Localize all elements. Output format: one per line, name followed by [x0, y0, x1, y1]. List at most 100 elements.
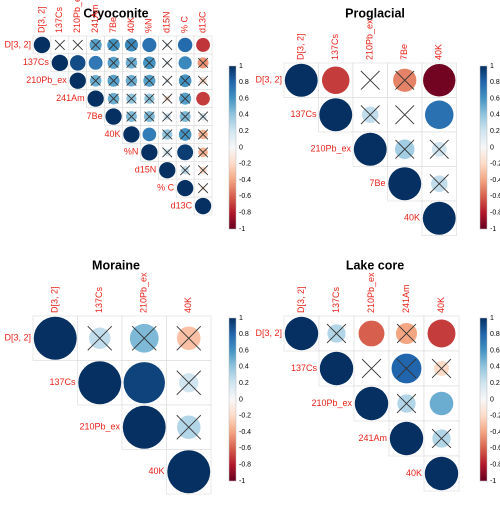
- colorbar-tick-label: 1: [490, 63, 494, 70]
- colorbar-tick-label: 1: [239, 315, 243, 322]
- correlation-circle: [178, 56, 192, 70]
- row-label: D[3, 2]: [4, 39, 31, 49]
- column-label: 241Am: [401, 284, 411, 313]
- correlation-circle: [141, 144, 158, 161]
- correlation-circle: [284, 316, 319, 351]
- colorbar-tick-label: 0.6: [239, 95, 249, 102]
- row-label: 40K: [104, 129, 120, 139]
- panel-title: Moraine: [92, 258, 140, 272]
- colorbar-tick-label: -0.8: [490, 210, 500, 217]
- column-label: 210Pb_ex: [366, 272, 376, 313]
- correlation-circle: [51, 54, 68, 71]
- row-label: 210Pb_ex: [79, 422, 120, 432]
- insignificant-cross-icon: [108, 93, 119, 104]
- insignificant-cross-icon: [176, 414, 202, 440]
- insignificant-cross-icon: [429, 139, 449, 159]
- row-label: 210Pb_ex: [310, 144, 351, 154]
- colorbar-tick-label: -0.6: [239, 445, 251, 452]
- insignificant-cross-icon: [162, 147, 173, 158]
- correlation-circle: [424, 456, 459, 491]
- insignificant-cross-icon: [396, 358, 417, 379]
- correlation-circle: [423, 64, 456, 97]
- insignificant-cross-icon: [197, 57, 209, 69]
- insignificant-cross-icon: [162, 57, 173, 69]
- insignificant-cross-icon: [361, 358, 382, 379]
- row-label: D[3, 2]: [255, 75, 282, 85]
- column-label: 40K: [434, 44, 444, 60]
- colorbar: [479, 317, 488, 482]
- colorbar-tick-label: 0.2: [239, 128, 249, 135]
- colorbar-tick-label: 0.2: [490, 128, 500, 135]
- correlation-circle: [388, 167, 422, 201]
- correlation-circle: [33, 36, 51, 54]
- insignificant-cross-icon: [197, 165, 209, 176]
- correlation-circle: [321, 66, 350, 95]
- row-label: D[3, 2]: [255, 328, 282, 338]
- colorbar-tick-label: -0.2: [239, 161, 251, 168]
- insignificant-cross-icon: [179, 111, 191, 122]
- correlation-circle: [167, 450, 211, 494]
- column-label: D[3, 2]: [296, 286, 306, 313]
- column-label: D[3, 2]: [296, 33, 306, 60]
- correlation-circle: [142, 37, 157, 53]
- insignificant-cross-icon: [197, 147, 209, 158]
- insignificant-cross-icon: [126, 111, 137, 122]
- correlation-circle: [177, 144, 194, 161]
- insignificant-cross-icon: [197, 182, 209, 194]
- row-label: 241Am: [358, 433, 387, 443]
- row-label: d13C: [171, 200, 193, 210]
- colorbar-tick-label: -1: [239, 478, 245, 485]
- colorbar-tick-label: -0.4: [490, 177, 500, 184]
- colorbar-tick-label: 0.8: [490, 79, 500, 86]
- insignificant-cross-icon: [126, 93, 137, 104]
- row-label: 137Cs: [290, 109, 317, 119]
- row-label: D[3, 2]: [4, 333, 31, 343]
- colorbar-tick-label: 0: [239, 144, 243, 151]
- colorbar-tick-label: -0.8: [239, 462, 251, 469]
- insignificant-cross-icon: [395, 105, 415, 125]
- insignificant-cross-icon: [72, 39, 83, 51]
- column-label: d15N: [162, 11, 172, 33]
- row-label: 7Be: [369, 178, 385, 188]
- colorbar: [228, 317, 237, 482]
- colorbar: [479, 65, 488, 230]
- column-label: 137Cs: [330, 33, 340, 60]
- colorbar-tick-label: 0.4: [490, 364, 500, 371]
- correlation-circle: [88, 55, 103, 70]
- colorbar-tick-label: -0.8: [239, 210, 251, 217]
- insignificant-cross-icon: [429, 174, 449, 194]
- column-label: 210Pb_ex: [139, 272, 149, 313]
- colorbar-tick-label: 0.6: [239, 347, 249, 354]
- panel-title: Cryoconite: [83, 6, 148, 20]
- row-label: 40K: [406, 468, 422, 478]
- correlation-circle: [319, 98, 353, 132]
- colorbar-tick-label: 0.4: [239, 364, 249, 371]
- column-label: D[3, 2]: [36, 6, 46, 33]
- insignificant-cross-icon: [396, 323, 417, 344]
- column-label: 40K: [436, 297, 446, 313]
- insignificant-cross-icon: [179, 165, 191, 176]
- correlation-circle: [194, 197, 212, 215]
- correlation-circle: [429, 391, 454, 416]
- correlation-circle: [78, 361, 122, 405]
- column-label: 40K: [183, 297, 193, 313]
- colorbar-tick-label: 0.4: [239, 112, 249, 119]
- column-label: 137Cs: [54, 6, 64, 33]
- correlation-circle: [123, 362, 165, 404]
- column-label: 137Cs: [331, 286, 341, 313]
- correlation-circle: [389, 421, 424, 456]
- insignificant-cross-icon: [131, 325, 157, 351]
- row-label: 40K: [404, 213, 420, 223]
- colorbar-tick-label: 0.4: [490, 112, 500, 119]
- correlation-circle: [87, 90, 104, 107]
- insignificant-cross-icon: [162, 75, 173, 86]
- colorbar-tick-label: 0.8: [239, 331, 249, 338]
- insignificant-cross-icon: [144, 111, 155, 122]
- colorbar-tick-label: 0.2: [239, 380, 249, 387]
- colorbar-tick-label: -0.8: [490, 462, 500, 469]
- panel-title: Proglacial: [345, 6, 405, 20]
- colorbar-tick-label: -1: [239, 226, 245, 233]
- insignificant-cross-icon: [162, 39, 173, 51]
- row-label: 137Cs: [49, 377, 76, 387]
- insignificant-cross-icon: [144, 75, 155, 86]
